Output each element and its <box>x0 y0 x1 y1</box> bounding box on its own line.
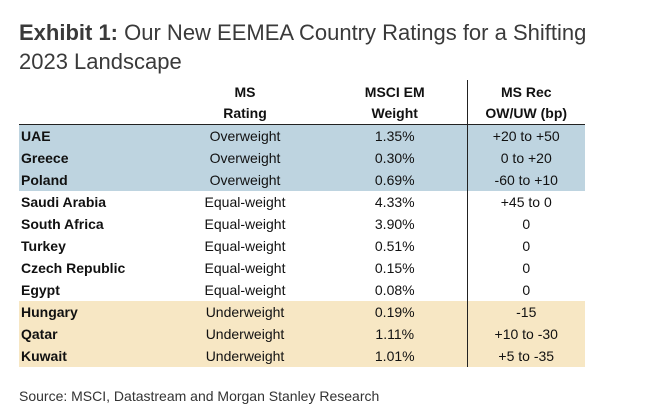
weight-cell: 1.11% <box>323 322 467 345</box>
country-cell: South Africa <box>19 212 167 235</box>
rec-cell: -60 to +10 <box>466 168 585 191</box>
rating-cell: Underweight <box>167 344 323 367</box>
rec-cell: +45 to 0 <box>466 190 585 213</box>
header-country <box>19 80 167 125</box>
rec-cell: +5 to -35 <box>466 344 585 367</box>
weight-cell: 0.08% <box>323 278 467 301</box>
table-row: Saudi Arabia Equal-weight 4.33% +45 to 0 <box>19 190 585 213</box>
table-row: South Africa Equal-weight 3.90% 0 <box>19 212 585 235</box>
weight-cell: 0.19% <box>323 300 467 323</box>
rating-cell: Equal-weight <box>167 212 323 235</box>
exhibit-title-line2: 2023 Landscape <box>19 49 182 74</box>
table-row: Kuwait Underweight 1.01% +5 to -35 <box>19 344 585 367</box>
rec-cell: 0 <box>466 278 585 301</box>
rec-cell: 0 <box>466 256 585 279</box>
table-header-row: MS Rating MSCI EM Weight MS Rec OW/UW (b… <box>19 80 585 125</box>
header-ms-rec-line1: MS Rec <box>500 83 552 100</box>
table-row: Hungary Underweight 0.19% -15 <box>19 300 585 323</box>
table-row: Czech Republic Equal-weight 0.15% 0 <box>19 256 585 279</box>
weight-cell: 1.35% <box>323 124 467 147</box>
country-cell: Egypt <box>19 278 167 301</box>
header-msci-em-weight-line2: Weight <box>371 104 418 121</box>
weight-cell: 0.15% <box>323 256 467 279</box>
country-ratings-table: MS Rating MSCI EM Weight MS Rec OW/UW (b… <box>19 80 585 367</box>
header-ms-rating: MS Rating <box>167 80 323 125</box>
country-cell: Qatar <box>19 322 167 345</box>
header-ms-rating-line2: Rating <box>223 104 267 121</box>
source-note: Source: MSCI, Datastream and Morgan Stan… <box>19 388 380 404</box>
rec-cell: 0 <box>466 234 585 257</box>
weight-cell: 0.69% <box>323 168 467 191</box>
rec-cell: +20 to +50 <box>466 124 585 147</box>
exhibit-title-line1: Our New EEMEA Country Ratings for a Shif… <box>124 20 587 45</box>
table-row: Qatar Underweight 1.11% +10 to -30 <box>19 322 585 345</box>
country-cell: UAE <box>19 124 167 147</box>
header-ms-rating-line1: MS <box>234 83 256 100</box>
weight-cell: 0.51% <box>323 234 467 257</box>
rating-cell: Overweight <box>167 146 323 169</box>
table-row: Greece Overweight 0.30% 0 to +20 <box>19 146 585 169</box>
weight-cell: 3.90% <box>323 212 467 235</box>
table-row: UAE Overweight 1.35% +20 to +50 <box>19 124 585 147</box>
rec-cell: 0 to +20 <box>466 146 585 169</box>
country-cell: Turkey <box>19 234 167 257</box>
table-body: UAE Overweight 1.35% +20 to +50 Greece O… <box>19 124 585 367</box>
country-cell: Hungary <box>19 300 167 323</box>
header-ms-rec-line2: OW/UW (bp) <box>485 104 568 121</box>
rating-cell: Equal-weight <box>167 190 323 213</box>
rating-cell: Equal-weight <box>167 234 323 257</box>
country-cell: Kuwait <box>19 344 167 367</box>
header-ms-rec: MS Rec OW/UW (bp) <box>466 80 585 125</box>
rating-cell: Equal-weight <box>167 256 323 279</box>
header-msci-em-weight: MSCI EM Weight <box>323 80 467 125</box>
exhibit-title: Exhibit 1: Our New EEMEA Country Ratings… <box>19 18 649 76</box>
country-cell: Greece <box>19 146 167 169</box>
exhibit-label: Exhibit 1: <box>19 20 119 45</box>
country-cell: Saudi Arabia <box>19 190 167 213</box>
weight-cell: 4.33% <box>323 190 467 213</box>
rec-cell: -15 <box>466 300 585 323</box>
rec-cell: 0 <box>466 212 585 235</box>
header-msci-em-weight-line1: MSCI EM <box>364 83 425 100</box>
rating-cell: Equal-weight <box>167 278 323 301</box>
country-cell: Poland <box>19 168 167 191</box>
rating-cell: Underweight <box>167 322 323 345</box>
rating-cell: Overweight <box>167 168 323 191</box>
table-row: Poland Overweight 0.69% -60 to +10 <box>19 168 585 191</box>
rec-cell: +10 to -30 <box>466 322 585 345</box>
weight-cell: 0.30% <box>323 146 467 169</box>
rating-cell: Overweight <box>167 124 323 147</box>
country-cell: Czech Republic <box>19 256 167 279</box>
table-row: Turkey Equal-weight 0.51% 0 <box>19 234 585 257</box>
rating-cell: Underweight <box>167 300 323 323</box>
table-row: Egypt Equal-weight 0.08% 0 <box>19 278 585 301</box>
weight-cell: 1.01% <box>323 344 467 367</box>
